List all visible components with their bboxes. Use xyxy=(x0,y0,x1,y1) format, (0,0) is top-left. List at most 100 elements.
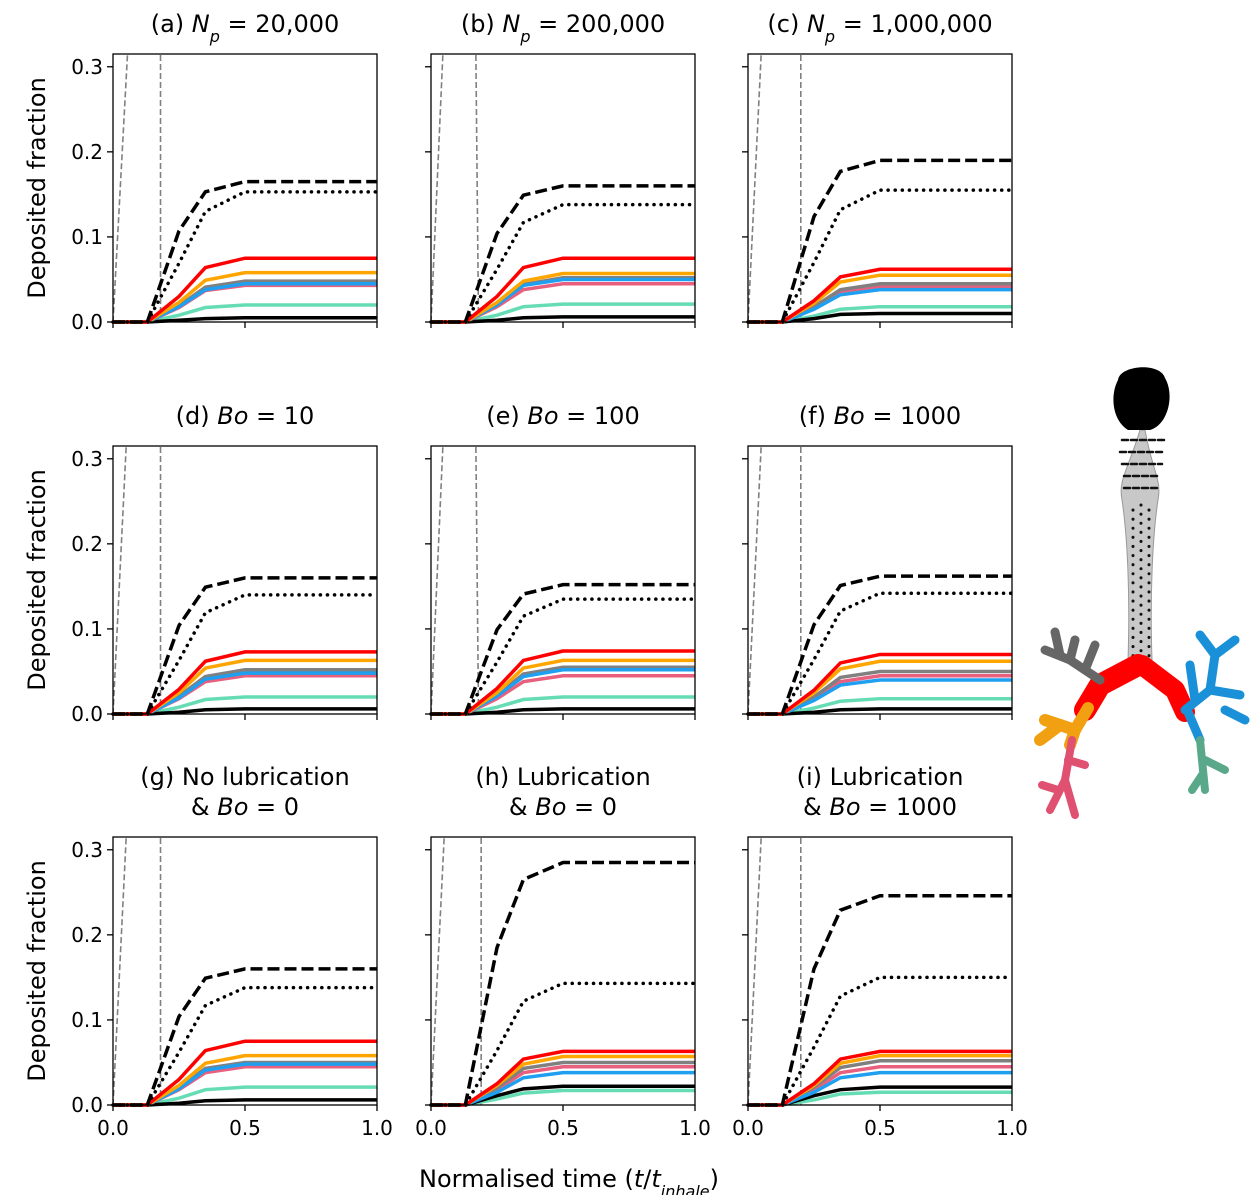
subplot: 0.0 0.1 0.2 0.3 0.0 0.5 1.0 (g) No lubrication&… xyxy=(23,763,393,1140)
subplot: (e) Bo = 100 xyxy=(425,402,697,720)
text-part: = 0 xyxy=(566,793,617,821)
text-part: (h) Lubrication xyxy=(475,763,650,791)
y-tick-label: 0.2 xyxy=(71,532,103,556)
y-tick-label: 0.0 xyxy=(71,310,103,334)
text-part: Bo xyxy=(834,402,865,430)
series-line xyxy=(748,574,1012,716)
subplot-title: (g) No lubrication xyxy=(140,763,349,791)
series-line xyxy=(430,445,444,715)
subplot: 0.0 0.5 1.0 (h) Lubrication& Bo = 0 Normalis… xyxy=(415,763,719,1195)
text-part: = 10 xyxy=(248,402,314,430)
text-part: N xyxy=(807,10,825,38)
series-line xyxy=(113,576,377,716)
series-line xyxy=(747,53,762,323)
text-part: = 1000 xyxy=(861,793,957,821)
text-part: (g) No lubrication xyxy=(140,763,349,791)
text-part: = 20,000 xyxy=(220,10,339,38)
text-part: Bo xyxy=(535,793,566,821)
axes-frame xyxy=(747,836,1013,1106)
text-part: p xyxy=(519,27,530,46)
x-tick-label: 0.5 xyxy=(547,1116,579,1140)
x-tick-label: 1.0 xyxy=(996,1116,1028,1140)
axes-frame xyxy=(430,836,696,1106)
text-part: = 200,000 xyxy=(531,10,666,38)
axes-frame xyxy=(430,445,696,715)
series-line xyxy=(475,445,480,715)
y-tick-label: 0.1 xyxy=(71,225,103,249)
text-part: ) xyxy=(710,1165,719,1193)
text-part: Bo xyxy=(829,793,860,821)
subplot-title: & Bo = 0 xyxy=(509,793,617,821)
x-axis-label: Normalised time (t/tinhale) xyxy=(419,1165,719,1195)
series-line xyxy=(112,53,129,323)
airway-illustration xyxy=(1034,367,1250,819)
text-part: p xyxy=(824,27,835,46)
text-part: (f) xyxy=(799,402,834,430)
text-part: = 100 xyxy=(559,402,640,430)
subplot: (b) Np = 200,000 xyxy=(425,10,697,328)
text-part: Bo xyxy=(217,402,248,430)
series-line xyxy=(112,445,127,715)
subplot-title: (a) Np = 20,000 xyxy=(151,10,340,46)
text-part: N xyxy=(502,10,520,38)
x-tick-label: 0.0 xyxy=(732,1116,764,1140)
x-tick-label: 1.0 xyxy=(361,1116,393,1140)
text-part: (b) xyxy=(461,10,503,38)
y-axis-label: Deposited fraction xyxy=(23,469,51,691)
subplot-title: (d) Bo = 10 xyxy=(176,402,315,430)
text-part: Normalised time ( xyxy=(419,1165,634,1193)
series-line xyxy=(747,445,762,715)
y-tick-label: 0.3 xyxy=(71,838,103,862)
series-line xyxy=(431,860,695,1107)
subplot-title: (b) Np = 200,000 xyxy=(461,10,665,46)
text-part: t xyxy=(651,1165,662,1193)
subplot: 0.0 0.1 0.2 0.3 (d) Bo = 10 Deposited fractio… xyxy=(23,402,379,726)
x-tick-label: 0.5 xyxy=(864,1116,896,1140)
text-part: inhale xyxy=(661,1182,710,1195)
subplot-title: (e) Bo = 100 xyxy=(486,402,639,430)
x-tick-label: 0.0 xyxy=(97,1116,129,1140)
y-tick-label: 0.3 xyxy=(71,447,103,471)
series-line xyxy=(430,836,445,1106)
subplot-title: & Bo = 0 xyxy=(191,793,299,821)
text-part: N xyxy=(192,10,210,38)
subplot-title: (f) Bo = 1000 xyxy=(799,402,961,430)
series-line xyxy=(748,652,1012,716)
text-part: & xyxy=(803,793,829,821)
y-tick-label: 0.2 xyxy=(71,923,103,947)
x-tick-label: 1.0 xyxy=(679,1116,711,1140)
text-part: (d) xyxy=(176,402,218,430)
subplot-title: (h) Lubrication xyxy=(475,763,650,791)
subplot-title: (c) Np = 1,000,000 xyxy=(767,10,992,46)
subplot: 0.0 0.5 1.0 (i) Lubrication& Bo = 1000 xyxy=(732,763,1028,1140)
series-line xyxy=(113,256,377,324)
y-tick-label: 0.1 xyxy=(71,617,103,641)
text-part: & xyxy=(509,793,535,821)
axes-frame xyxy=(747,445,1013,715)
text-part: Bo xyxy=(217,793,248,821)
text-part: (a) xyxy=(151,10,192,38)
series-line xyxy=(430,53,444,323)
text-part: (c) xyxy=(767,10,807,38)
subplot: 0.0 0.1 0.2 0.3 (a) Np = 20,000 Deposited fra… xyxy=(23,10,379,334)
text-part: (e) xyxy=(486,402,527,430)
text-part: = 1000 xyxy=(865,402,961,430)
y-axis-label: Deposited fraction xyxy=(23,860,51,1082)
series-line xyxy=(112,836,127,1106)
subplot-title: (i) Lubrication xyxy=(797,763,964,791)
axes-frame xyxy=(747,53,1013,323)
series-line xyxy=(748,158,1012,324)
x-tick-label: 0.0 xyxy=(415,1116,447,1140)
y-axis-label: Deposited fraction xyxy=(23,77,51,299)
y-tick-label: 0.0 xyxy=(71,1093,103,1117)
series-line xyxy=(113,179,377,324)
text-part: & xyxy=(191,793,217,821)
text-part: Bo xyxy=(527,402,558,430)
text-part: = 1,000,000 xyxy=(835,10,993,38)
x-tick-label: 0.5 xyxy=(229,1116,261,1140)
axes-frame xyxy=(430,53,696,323)
text-part: (i) Lubrication xyxy=(797,763,964,791)
text-part: t xyxy=(634,1165,645,1193)
text-part: p xyxy=(209,27,220,46)
